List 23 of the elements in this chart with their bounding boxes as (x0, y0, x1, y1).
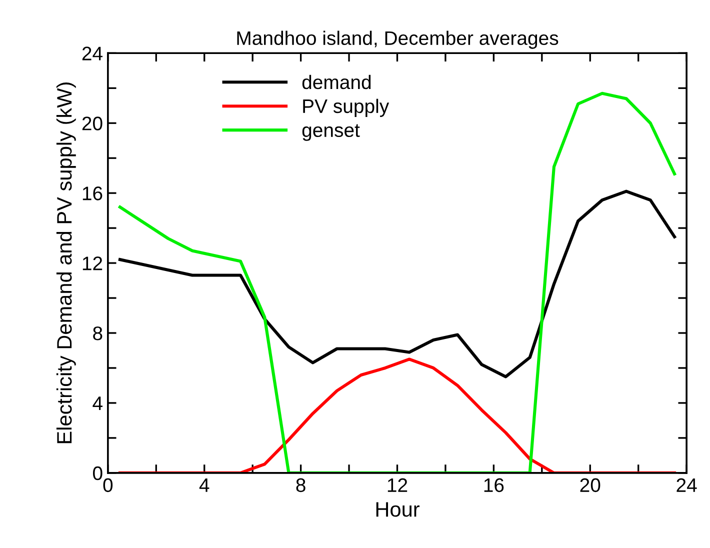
line-series (118, 92, 676, 473)
line-series (118, 358, 676, 473)
y-tick-label: 24 (82, 46, 102, 60)
x-tick-label: 0 (103, 478, 113, 492)
x-tick-label: 8 (296, 478, 306, 492)
y-tick-label: 16 (82, 186, 102, 200)
x-tick-label: 20 (580, 478, 600, 492)
y-tick-label: 4 (92, 396, 102, 410)
legend-label: demand (302, 74, 371, 90)
x-tick-label: 24 (676, 478, 697, 492)
x-tick-label: 4 (199, 478, 210, 492)
x-tick-label: 12 (388, 478, 408, 492)
x-tick-label: 16 (484, 478, 504, 492)
line-series (118, 190, 676, 378)
x-axis-title: Hour (376, 502, 420, 517)
y-axis-title: Electricity Demand and PV supply (kW) (56, 82, 76, 444)
legend-label: PV supply (303, 98, 390, 117)
y-tick-label: 8 (93, 326, 102, 340)
y-tick-label: 12 (82, 256, 102, 270)
legend-label: genset (302, 124, 360, 141)
y-tick-label: 0 (93, 466, 102, 480)
chart-title: Mandhoo island, December averages (237, 30, 558, 49)
y-tick-label: 20 (82, 116, 102, 130)
